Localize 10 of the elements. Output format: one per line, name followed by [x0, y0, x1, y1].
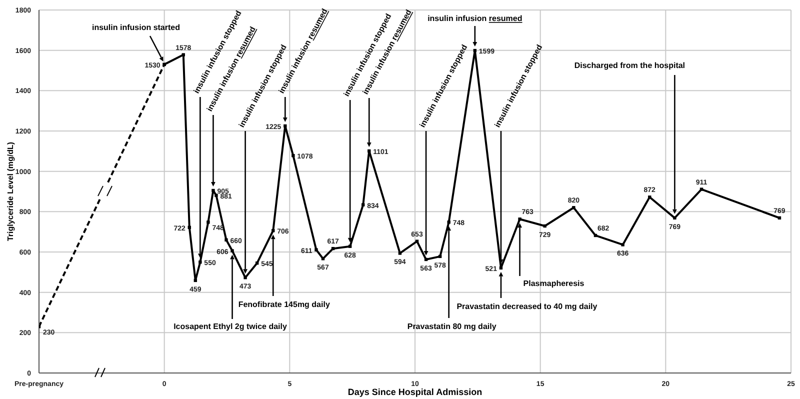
y-axis-title: Triglyceride Level (mg/dL): [6, 142, 15, 242]
annotation: Plasmapheresis: [523, 279, 585, 288]
annotation: Discharged from the hospital: [574, 61, 686, 70]
annotation: insulin infusion started: [92, 23, 180, 32]
x-axis-title: Days Since Hospital Admission: [348, 387, 482, 397]
annotation: Fenofibrate 145mg daily: [238, 300, 330, 309]
annotation: Pravastatin 80 mg daily: [407, 322, 497, 331]
annotation: insulin infusion resumed: [428, 14, 522, 23]
annotation: Pravastatin decreased to 40 mg daily: [456, 302, 598, 311]
annotation: Icosapent Ethyl 2g twice daily: [174, 322, 288, 331]
